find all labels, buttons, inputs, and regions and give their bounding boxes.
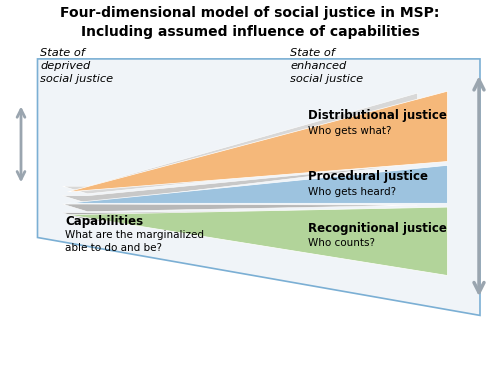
FancyArrowPatch shape <box>17 109 25 179</box>
Polygon shape <box>62 93 418 194</box>
Text: Procedural justice: Procedural justice <box>308 170 428 183</box>
Text: What are the marginalized
able to do and be?: What are the marginalized able to do and… <box>65 230 204 253</box>
Polygon shape <box>62 163 418 203</box>
Polygon shape <box>38 59 480 315</box>
Polygon shape <box>68 165 448 203</box>
Text: Including assumed influence of capabilities: Including assumed influence of capabilit… <box>80 25 419 39</box>
Text: State of
enhanced
social justice: State of enhanced social justice <box>290 48 363 84</box>
Text: Recognitional justice: Recognitional justice <box>308 222 446 235</box>
Text: Who counts?: Who counts? <box>308 238 374 248</box>
Text: Who gets heard?: Who gets heard? <box>308 187 396 197</box>
Text: Four-dimensional model of social justice in MSP:: Four-dimensional model of social justice… <box>60 6 440 20</box>
Polygon shape <box>68 91 448 192</box>
Text: State of
deprived
social justice: State of deprived social justice <box>40 48 113 84</box>
Text: Distributional justice: Distributional justice <box>308 109 446 122</box>
FancyArrowPatch shape <box>474 80 484 293</box>
Polygon shape <box>62 204 418 212</box>
Text: Who gets what?: Who gets what? <box>308 126 391 136</box>
Text: Capabilities: Capabilities <box>65 215 143 228</box>
Polygon shape <box>68 207 448 276</box>
Polygon shape <box>62 209 418 238</box>
